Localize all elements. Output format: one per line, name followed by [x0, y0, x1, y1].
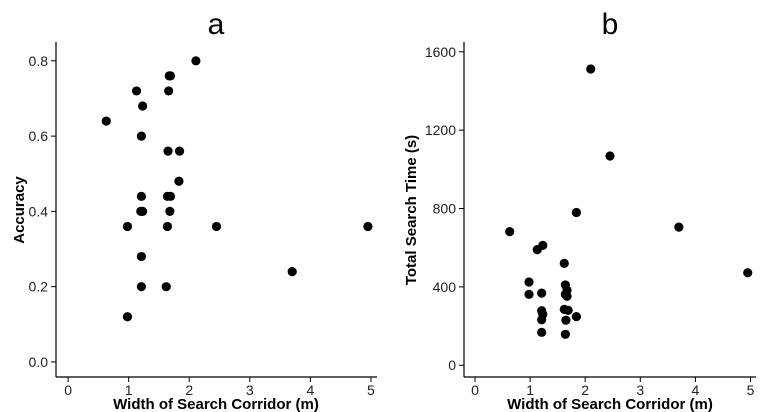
data-point: [524, 277, 534, 287]
x-tick-label: 1: [125, 382, 133, 398]
panel-b-y-ticks: 0 400 800 1200 1600: [425, 44, 464, 373]
data-point: [505, 227, 515, 237]
data-point: [605, 151, 615, 161]
panel-a: a 0 1 2 3 4 5 0.0 0.2 0.4 0.6 0.8 Width of Search…: [11, 8, 377, 412]
y-tick-label: 0.2: [29, 279, 49, 295]
panel-b-x-ticks: 0 1 2 3 4 5: [471, 377, 755, 398]
data-point: [586, 64, 596, 74]
data-point: [743, 268, 753, 278]
panel-a-x-ticks: 0 1 2 3 4 5: [64, 377, 375, 398]
data-point: [571, 312, 581, 322]
data-point: [163, 146, 173, 156]
data-point: [165, 206, 175, 216]
data-point: [538, 240, 548, 250]
data-point: [287, 267, 297, 277]
panel-a-title: a: [208, 8, 225, 41]
data-point: [138, 206, 148, 216]
x-tick-label: 5: [367, 382, 375, 398]
y-tick-label: 800: [433, 201, 457, 217]
panel-b-plot-area: 0 1 2 3 4 5 0 400 800 1200 1600: [425, 42, 756, 398]
x-tick-label: 4: [306, 382, 314, 398]
data-point: [161, 282, 171, 292]
y-tick-label: 0.4: [29, 203, 49, 219]
panel-b: b 0 1 2 3 4 5 0 400 800 1200 1600 Width of Search…: [403, 8, 756, 412]
data-point: [174, 146, 185, 156]
panel-a-y-ticks: 0.0 0.2 0.4 0.6 0.8: [29, 53, 56, 370]
panel-b-y-axis-label: Total Search Time (s): [403, 135, 420, 285]
panel-a-y-axis-label: Accuracy: [11, 176, 28, 244]
y-tick-label: 0.8: [29, 53, 49, 69]
y-tick-label: 1200: [425, 122, 456, 138]
data-point: [524, 289, 534, 299]
data-point: [191, 56, 201, 66]
y-tick-label: 0: [448, 357, 456, 373]
x-tick-label: 0: [64, 382, 72, 398]
data-point: [559, 258, 569, 268]
data-point: [136, 251, 146, 262]
y-tick-label: 0.0: [29, 354, 49, 370]
data-point: [674, 222, 684, 232]
data-point: [165, 71, 176, 81]
x-tick-label: 5: [747, 382, 755, 398]
panel-a-points: [101, 56, 373, 322]
y-tick-label: 0.6: [29, 128, 49, 144]
panel-b-x-axis-label: Width of Search Corridor (m): [507, 396, 713, 412]
panel-a-plot-area: 0 1 2 3 4 5 0.0 0.2 0.4 0.6 0.8: [29, 42, 377, 398]
data-point: [537, 288, 547, 298]
data-point: [136, 191, 146, 201]
data-point: [164, 86, 174, 96]
x-tick-label: 1: [526, 382, 534, 398]
x-tick-label: 3: [636, 382, 644, 398]
data-point: [162, 221, 173, 232]
x-tick-label: 2: [581, 382, 589, 398]
data-point: [561, 315, 571, 325]
data-point: [537, 315, 547, 325]
data-point: [136, 282, 146, 292]
data-point: [563, 305, 573, 315]
data-point: [138, 101, 148, 111]
data-point: [101, 116, 111, 126]
data-point: [537, 327, 547, 337]
x-tick-label: 4: [691, 382, 699, 398]
data-point: [136, 131, 146, 141]
data-point: [122, 221, 133, 232]
data-point: [363, 221, 373, 232]
y-tick-label: 400: [433, 279, 457, 295]
data-point: [571, 207, 581, 218]
panel-b-points: [505, 64, 753, 339]
data-point: [165, 191, 176, 201]
data-point: [560, 329, 570, 339]
data-point: [562, 291, 572, 301]
data-point: [131, 86, 142, 96]
x-tick-label: 0: [471, 382, 479, 398]
x-tick-label: 2: [185, 382, 193, 398]
y-tick-label: 1600: [425, 44, 456, 60]
x-tick-label: 3: [246, 382, 254, 398]
panel-a-x-axis-label: Width of Search Corridor (m): [113, 396, 319, 412]
panel-b-title: b: [602, 8, 619, 41]
data-point: [211, 221, 222, 232]
data-point: [122, 312, 133, 322]
data-point: [174, 176, 184, 186]
